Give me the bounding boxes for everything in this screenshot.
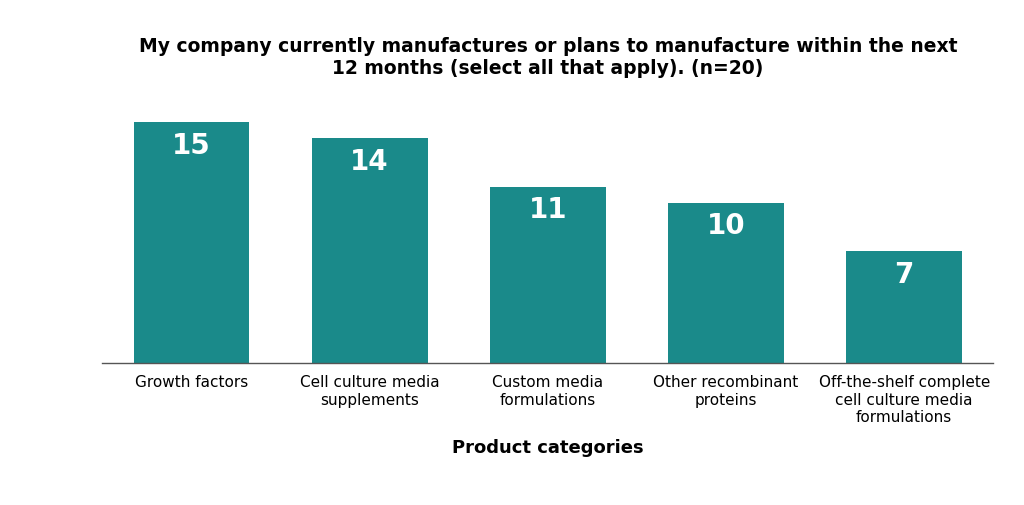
X-axis label: Product categories: Product categories	[452, 438, 644, 456]
Text: 10: 10	[707, 212, 745, 240]
Title: My company currently manufactures or plans to manufacture within the next
12 mon: My company currently manufactures or pla…	[138, 37, 957, 78]
Text: 15: 15	[172, 132, 211, 160]
Bar	[489, 187, 606, 364]
Text: 11: 11	[528, 196, 567, 224]
Bar	[668, 203, 784, 364]
Bar	[311, 139, 428, 364]
Text: 7: 7	[895, 260, 913, 288]
Text: 14: 14	[350, 148, 389, 176]
Bar	[846, 251, 963, 364]
Bar	[133, 123, 250, 364]
